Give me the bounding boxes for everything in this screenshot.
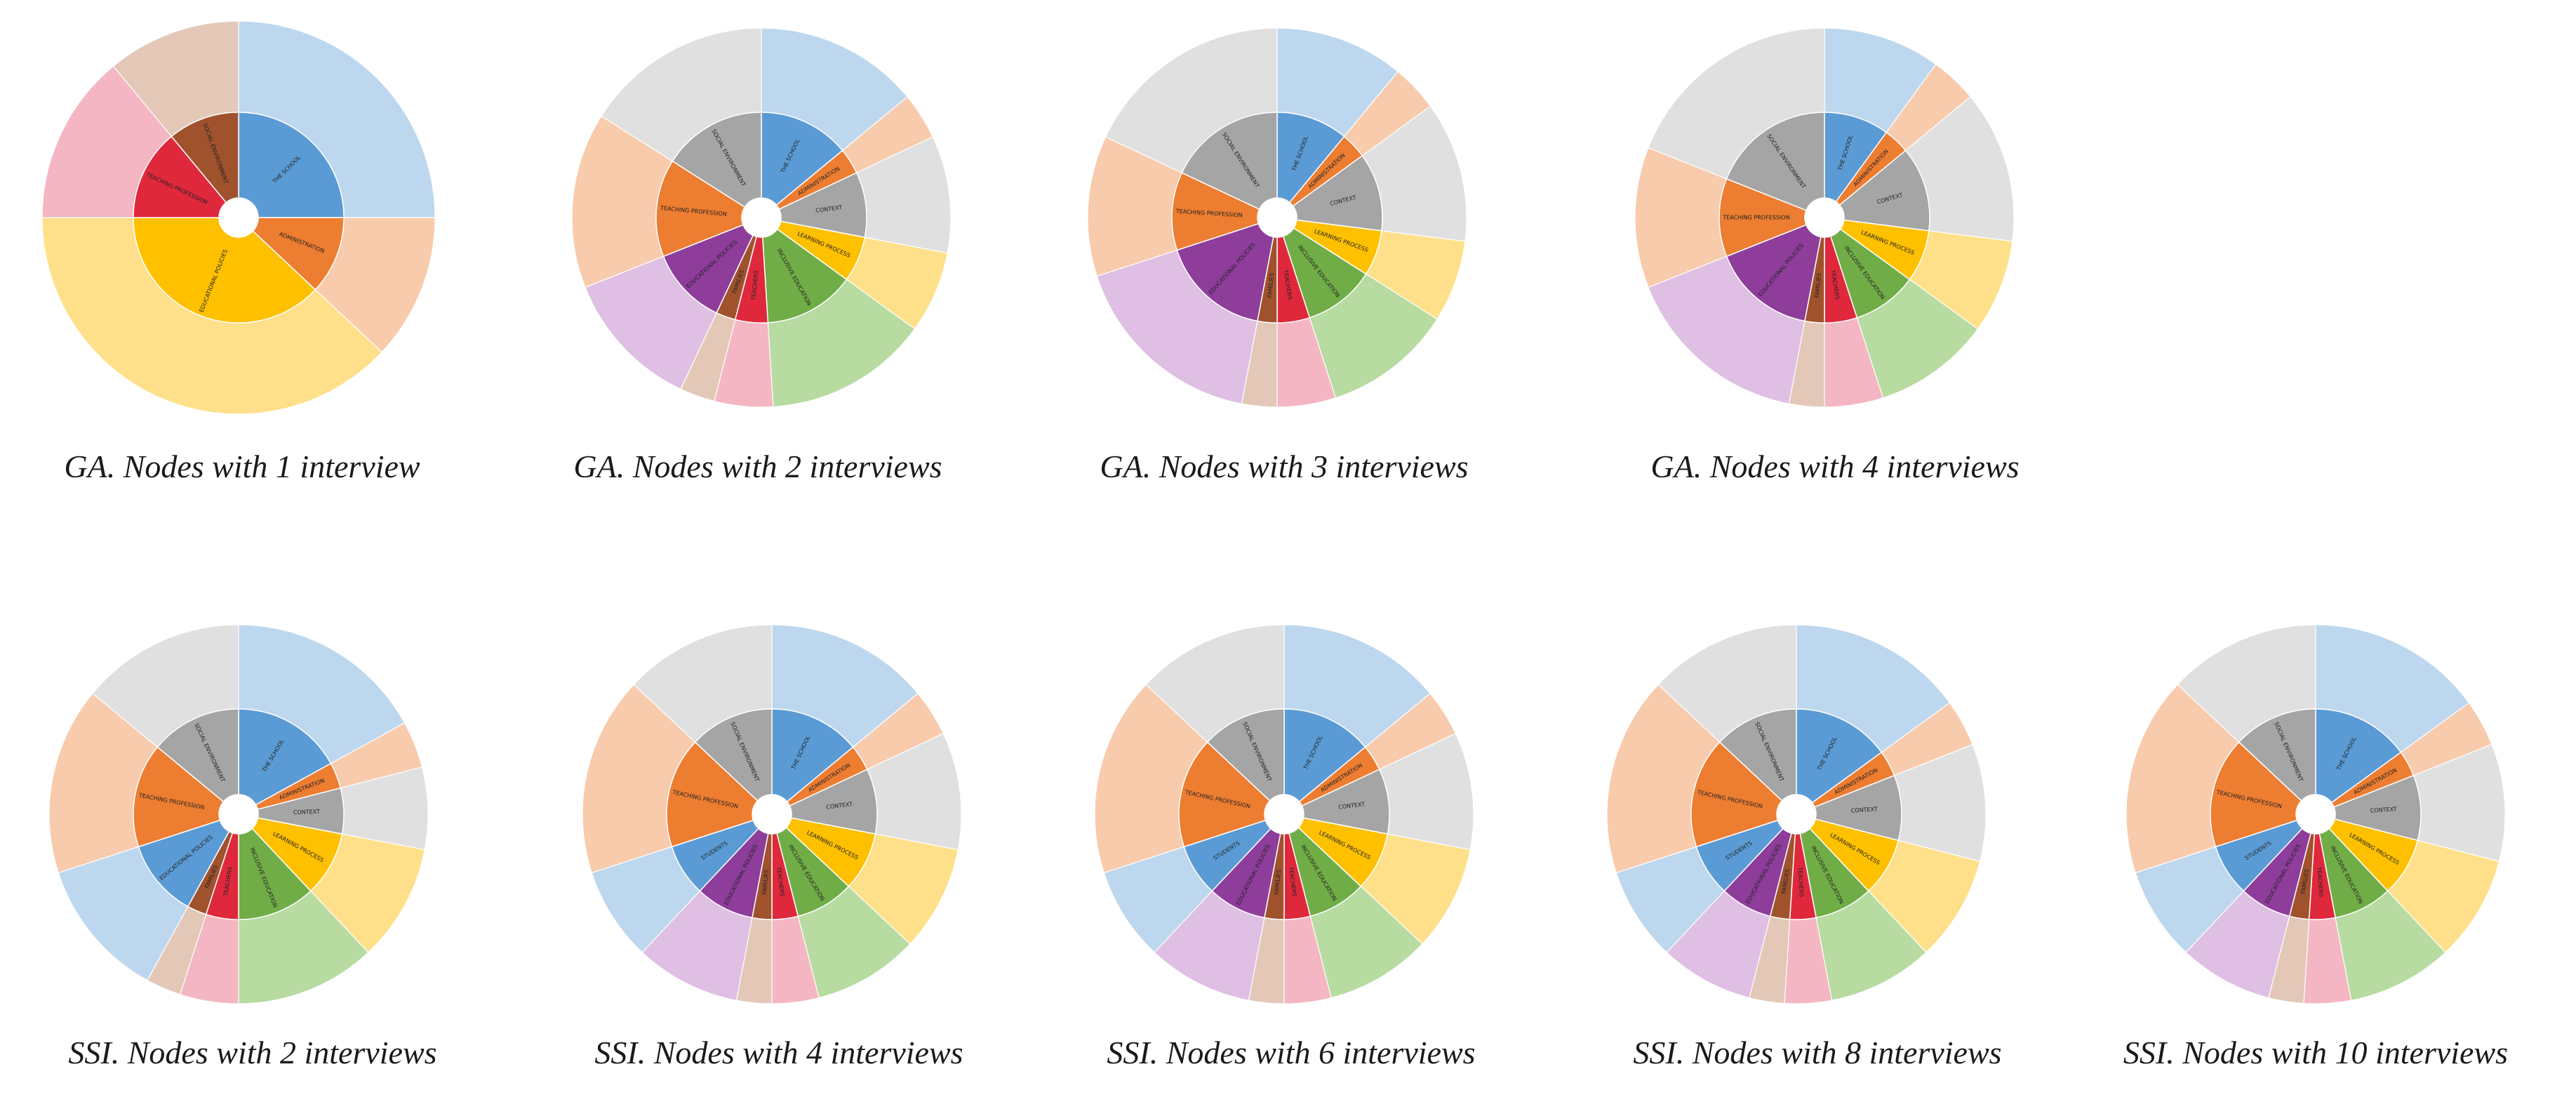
center-hole [219,795,258,834]
segment-label: CONTEXT [293,809,320,816]
segment-label: CONTEXT [2370,806,2398,814]
segment-label: TEACHING PROFESSION [1722,215,1789,221]
chart-ga-3: THE SCHOOLADMINISTRATIONCONTEXTLEARNING … [1087,27,1469,484]
chart-ssi-10: THE SCHOOLADMINISTRATIONCONTEXTLEARNING … [2123,624,2508,1070]
segment-label: FAMILIES [1274,869,1282,894]
center-hole [1264,795,1304,834]
chart-caption: GA. Nodes with 1 interview [64,449,420,484]
chart-caption: GA. Nodes with 3 interviews [1100,449,1468,484]
chart-caption: SSI. Nodes with 8 interviews [1633,1035,2001,1070]
segment-label: TEACHERS [2316,866,2324,897]
chart-caption: SSI. Nodes with 2 interviews [68,1035,436,1070]
chart-ssi-8: THE SCHOOLADMINISTRATIONCONTEXTLEARNING … [1606,624,2002,1070]
chart-caption: SSI. Nodes with 6 interviews [1107,1035,1475,1070]
chart-caption: GA. Nodes with 2 interviews [573,449,942,484]
center-hole [1777,795,1816,834]
segment-label: TEACHERS [1796,866,1805,897]
chart-caption: SSI. Nodes with 4 interviews [594,1035,963,1070]
segment-label: CONTEXT [1851,806,1878,814]
chart-ssi-2: THE SCHOOLADMINISTRATIONCONTEXTLEARNING … [48,624,437,1070]
center-hole [1257,198,1297,237]
segment-label: FAMILIES [1814,272,1822,298]
segment-label: FAMILIES [761,869,770,894]
center-hole [742,198,781,237]
chart-ssi-6: THE SCHOOLADMINISTRATIONCONTEXTLEARNING … [1094,624,1476,1070]
chart-ssi-4: THE SCHOOLADMINISTRATIONCONTEXTLEARNING … [582,624,963,1070]
chart-ga-4: THE SCHOOLADMINISTRATIONCONTEXTLEARNING … [1634,27,2020,484]
segment-label: TEACHERS [750,270,759,301]
center-hole [1805,198,1844,237]
center-hole [2296,795,2335,834]
chart-caption: SSI. Nodes with 10 interviews [2123,1035,2508,1070]
center-hole [752,795,792,834]
chart-caption: GA. Nodes with 4 interviews [1650,449,2019,484]
chart-ga-2: THE SCHOOLADMINISTRATIONCONTEXTLEARNING … [571,27,952,484]
segment-label: FAMILIES [1267,272,1275,298]
center-hole [219,198,258,237]
